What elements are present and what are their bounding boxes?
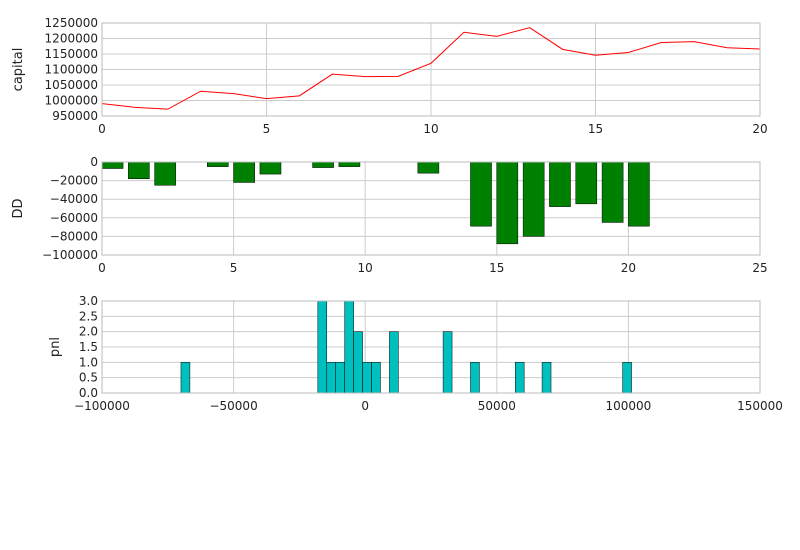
y-tick-label: 2.0 — [79, 325, 98, 339]
x-tick-label: 5 — [230, 261, 238, 275]
drawdown-bar — [628, 161, 650, 227]
y-tick-label: −80000 — [50, 229, 98, 243]
pnl-histogram-bar — [389, 331, 399, 394]
y-tick-label: 0.0 — [79, 386, 98, 400]
y-axis-label: DD — [11, 198, 26, 218]
y-axis-label: capital — [11, 48, 26, 92]
drawdown-bar — [522, 161, 545, 237]
x-tick-label: 100000 — [605, 399, 651, 413]
drawdown-bar — [496, 161, 519, 245]
drawdown-bar — [549, 161, 571, 207]
pnl-histogram-bar — [514, 362, 525, 394]
plot-frame — [101, 161, 761, 256]
drawdown-bar — [101, 161, 124, 169]
y-tick-label: 1200000 — [45, 32, 98, 46]
drawdown-bar — [312, 161, 334, 168]
y-tick-label: 950000 — [52, 109, 98, 123]
x-tick-label: 50000 — [478, 399, 516, 413]
capital-series-line — [101, 27, 761, 110]
plot-frame — [101, 22, 761, 117]
y-tick-label: 1100000 — [45, 63, 98, 77]
drawdown-bar — [207, 161, 229, 167]
y-axis-label: pnl — [48, 337, 63, 357]
pnl-histogram-bar — [317, 300, 328, 394]
drawdown-bar — [259, 161, 282, 175]
y-tick-label: 0 — [90, 155, 98, 169]
y-tick-label: 2.5 — [79, 309, 98, 323]
x-tick-label: 0 — [361, 399, 369, 413]
drawdown-bar-chart: 0 5 10 15 20 25 −100000 −80000 −60000 −40000 −2000… — [11, 155, 768, 275]
drawdown-bar — [338, 161, 361, 167]
y-tick-label: 0.5 — [79, 371, 98, 385]
pnl-histogram-bar — [180, 362, 191, 394]
pnl-histogram: −100000 −50000 0 50000 100000 150000 0.00.5 1.0… — [48, 294, 783, 413]
y-tick-label: 1.0 — [79, 355, 98, 369]
y-tick-label: 1050000 — [45, 78, 98, 92]
drawdown-bar — [575, 161, 598, 205]
x-tick-label: 15 — [489, 261, 504, 275]
y-tick-label: −40000 — [50, 192, 98, 206]
plot-frame — [101, 300, 761, 394]
drawdown-bar — [470, 161, 492, 227]
pnl-histogram-bar — [541, 362, 552, 394]
x-tick-label: −50000 — [209, 399, 257, 413]
pnl-histogram-bar — [371, 362, 381, 394]
y-tick-label: 1.5 — [79, 340, 98, 354]
pnl-histogram-bar — [335, 362, 345, 394]
x-tick-label: 20 — [621, 261, 636, 275]
pnl-histogram-bar — [442, 331, 453, 394]
pnl-histogram-bar — [353, 331, 363, 394]
y-tick-label: 1150000 — [45, 47, 98, 61]
x-tick-label: 20 — [752, 122, 767, 136]
pnl-histogram-bar — [622, 362, 632, 394]
drawdown-bar — [417, 161, 440, 174]
y-tick-label: −60000 — [50, 211, 98, 225]
x-tick-label: 10 — [358, 261, 373, 275]
y-tick-label: 3.0 — [79, 294, 98, 308]
pnl-histogram-bar — [470, 362, 480, 394]
x-tick-label: 0 — [98, 261, 106, 275]
x-tick-label: 15 — [588, 122, 603, 136]
drawdown-bar — [233, 161, 255, 183]
x-tick-label: 25 — [752, 261, 767, 275]
y-tick-label: 1250000 — [45, 16, 98, 30]
x-tick-label: 0 — [98, 122, 106, 136]
pnl-histogram-bar — [326, 362, 336, 394]
drawdown-bar — [601, 161, 624, 223]
x-tick-label: 10 — [423, 122, 438, 136]
drawdown-bar — [154, 161, 176, 186]
x-tick-label: 5 — [263, 122, 271, 136]
drawdown-bar — [128, 161, 150, 179]
x-tick-label: −100000 — [74, 399, 130, 413]
x-tick-label: 150000 — [737, 399, 783, 413]
y-tick-label: 1000000 — [45, 94, 98, 108]
y-tick-label: −20000 — [50, 174, 98, 188]
pnl-histogram-bar — [344, 300, 354, 394]
y-tick-label: −100000 — [42, 248, 98, 262]
pnl-histogram-bar — [362, 362, 372, 394]
